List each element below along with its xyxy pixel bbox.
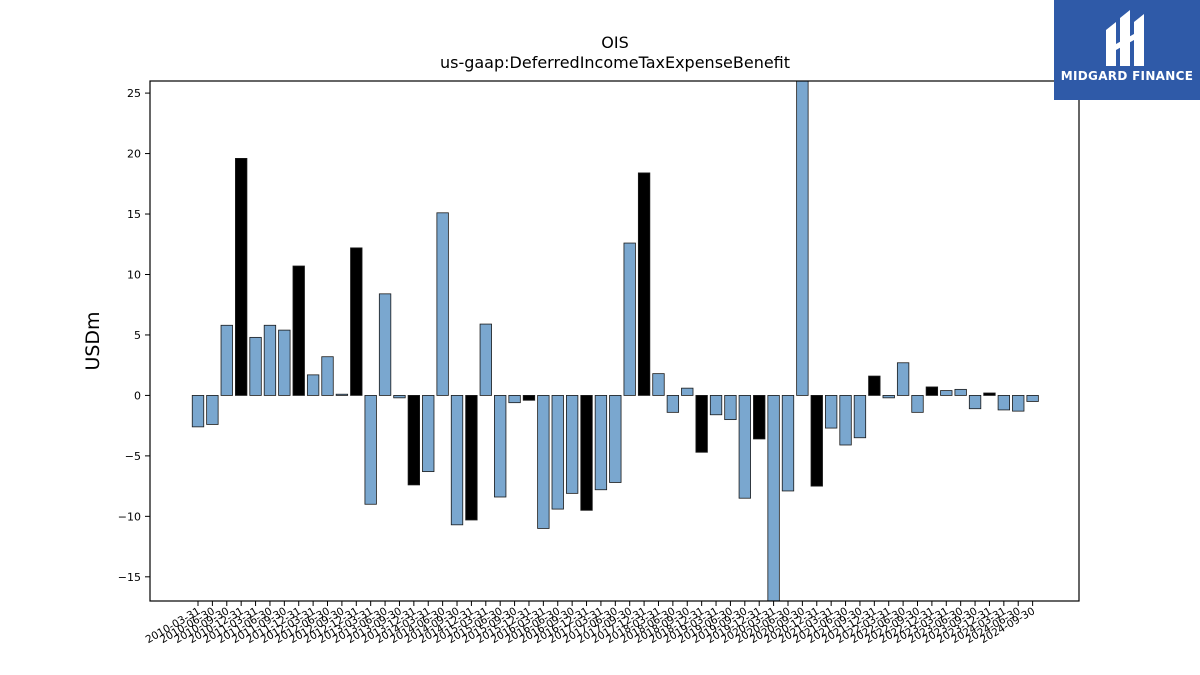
bar (940, 390, 953, 396)
bar (378, 293, 392, 396)
bar (393, 395, 406, 399)
bars-group (191, 80, 1039, 602)
y-tick-label: −5 (125, 450, 141, 463)
bar (306, 374, 320, 396)
y-tick-label: 0 (134, 389, 141, 402)
bar (1026, 395, 1039, 402)
y-axis-label: USDm (82, 311, 104, 370)
y-tick-label: 10 (127, 268, 141, 281)
bar (479, 323, 492, 396)
bar (522, 395, 536, 401)
bar (968, 395, 982, 410)
bar (249, 336, 262, 396)
bar (364, 395, 377, 505)
bar (422, 395, 435, 473)
bar (781, 395, 795, 492)
plot-frame (149, 80, 1080, 602)
y-tick-label: 25 (127, 87, 141, 100)
bar (868, 375, 881, 396)
bar (335, 393, 349, 396)
bar (623, 242, 636, 396)
bar (997, 395, 1010, 411)
bar (983, 392, 996, 396)
bar (666, 395, 680, 413)
bar (709, 395, 723, 416)
bar (767, 395, 780, 602)
bar (652, 373, 665, 396)
bar (738, 395, 751, 499)
bar (565, 395, 579, 494)
bar (278, 329, 291, 396)
bar (637, 172, 651, 396)
bar (321, 356, 334, 396)
bar (551, 395, 564, 510)
bar (954, 388, 967, 396)
bar (191, 395, 205, 428)
y-tick-label: 20 (127, 148, 141, 161)
bar (537, 395, 550, 529)
y-tick-label: 15 (127, 208, 141, 221)
bar (796, 80, 809, 396)
y-tick-label: −15 (118, 571, 141, 584)
bar (810, 395, 823, 487)
bar (263, 324, 277, 396)
bar (407, 395, 421, 486)
bar (896, 362, 910, 396)
chart-title: OIS (601, 33, 628, 52)
bar (911, 395, 924, 413)
bar (220, 324, 233, 396)
bar (436, 212, 449, 396)
bar (681, 387, 694, 396)
bar (1012, 395, 1025, 412)
bar (206, 395, 219, 425)
bar (580, 395, 593, 511)
y-tick-label: 5 (134, 329, 141, 342)
bar (235, 157, 248, 396)
bar (839, 395, 852, 446)
brand-logo-icon (1106, 10, 1144, 66)
y-tick-label: −10 (118, 510, 141, 523)
y-axis: −15 −10 −5 0 5 10 15 20 25 (118, 87, 150, 584)
bar (853, 395, 867, 439)
bar (292, 265, 305, 396)
brand-name: MIDGARD FINANCE (1060, 69, 1194, 83)
brand-logo: MIDGARD FINANCE (1054, 0, 1200, 100)
bar (753, 395, 766, 440)
bar (724, 395, 737, 421)
bar (450, 395, 464, 526)
bar (594, 395, 608, 491)
x-axis: 2010-03-312010-06-302010-09-302010-12-31… (144, 601, 1037, 646)
chart-subtitle: us-gaap:DeferredIncomeTaxExpenseBenefit (440, 53, 790, 72)
bar (494, 395, 507, 498)
bar (882, 395, 895, 399)
bar (825, 395, 838, 429)
bar (350, 247, 363, 396)
bar (609, 395, 622, 483)
bar (465, 395, 478, 521)
bar (695, 395, 708, 453)
bar (925, 386, 939, 396)
bar (508, 395, 521, 404)
